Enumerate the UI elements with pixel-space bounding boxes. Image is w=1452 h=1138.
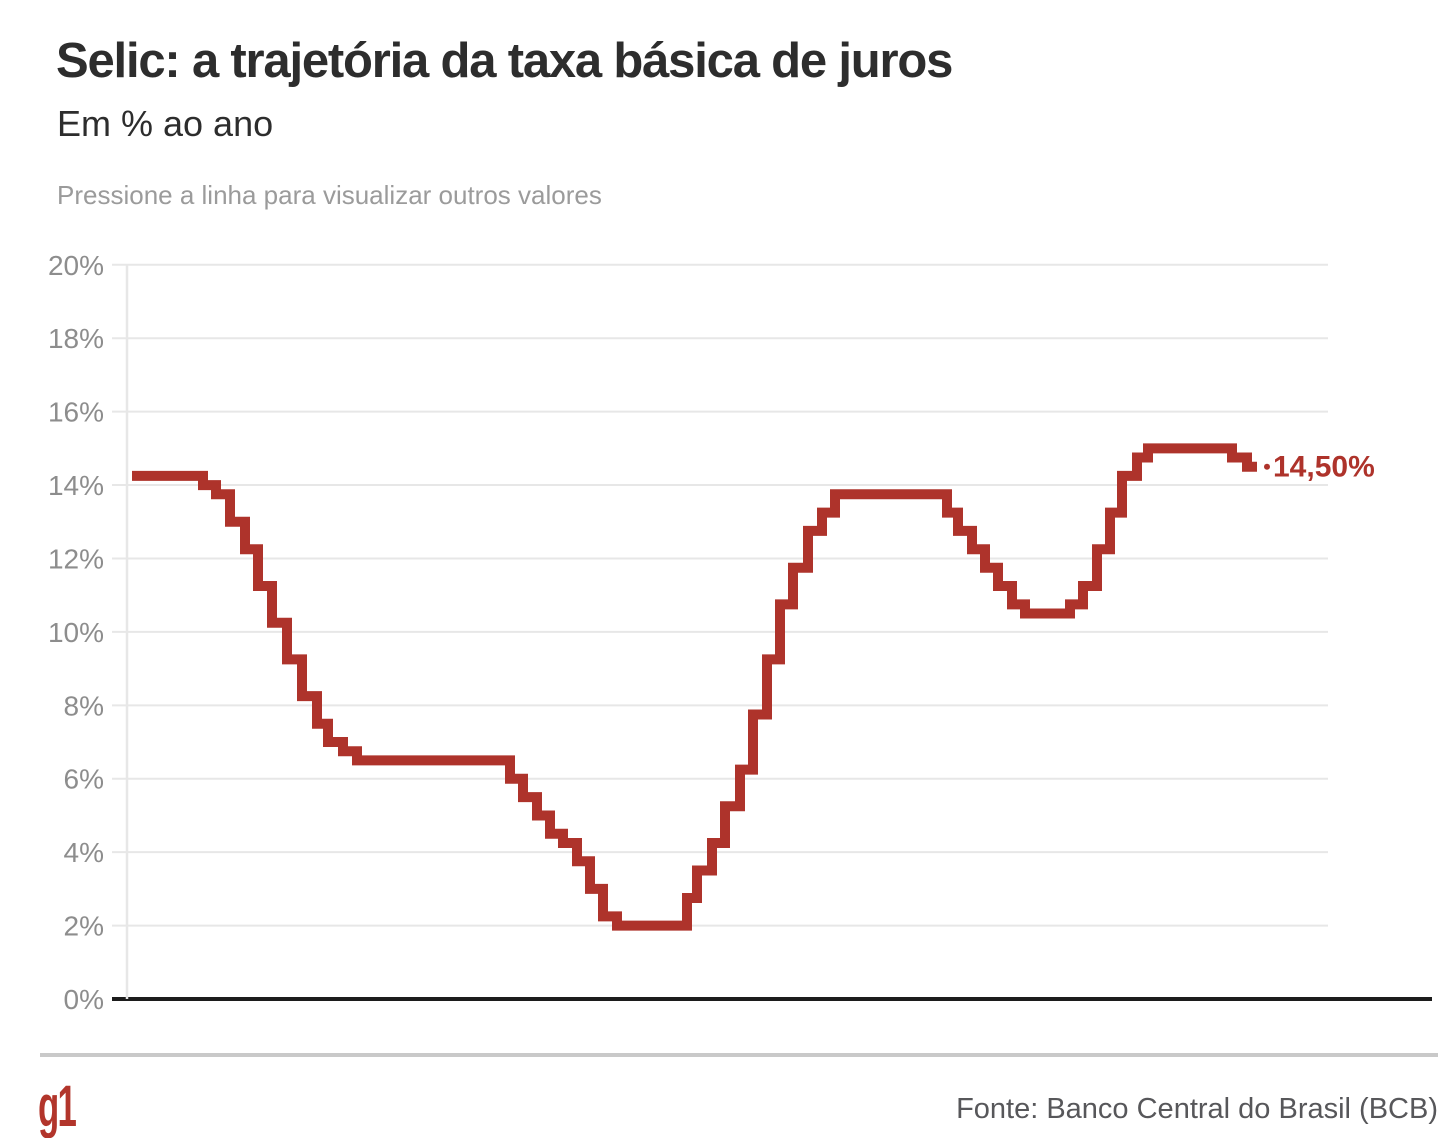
y-tick-label-8: 8% (64, 690, 104, 721)
chart-subtitle: Em % ao ano (57, 103, 274, 144)
y-tick-label-0: 0% (64, 984, 104, 1015)
y-tick-label-20: 20% (48, 250, 104, 281)
y-tick-label-14: 14% (48, 470, 104, 501)
y-tick-label-18: 18% (48, 323, 104, 354)
selic-step-line[interactable] (132, 443, 1257, 931)
footer-divider (40, 1053, 1438, 1057)
y-tick-label-12: 12% (48, 543, 104, 574)
endpoint-dot (1264, 463, 1270, 470)
g1-logo: g1 (38, 1074, 77, 1138)
source-credit: Fonte: Banco Central do Brasil (BCB) (956, 1093, 1438, 1125)
y-tick-label-10: 10% (48, 617, 104, 648)
y-tick-label-4: 4% (64, 837, 104, 868)
y-tick-label-6: 6% (64, 764, 104, 795)
current-value-label: 14,50% (1273, 451, 1375, 484)
press-line-hint: Pressione a linha para visualizar outros… (57, 180, 602, 210)
y-tick-label-2: 2% (64, 911, 104, 942)
chart-title: Selic: a trajetória da taxa básica de ju… (56, 34, 953, 88)
y-tick-label-16: 16% (48, 397, 104, 428)
